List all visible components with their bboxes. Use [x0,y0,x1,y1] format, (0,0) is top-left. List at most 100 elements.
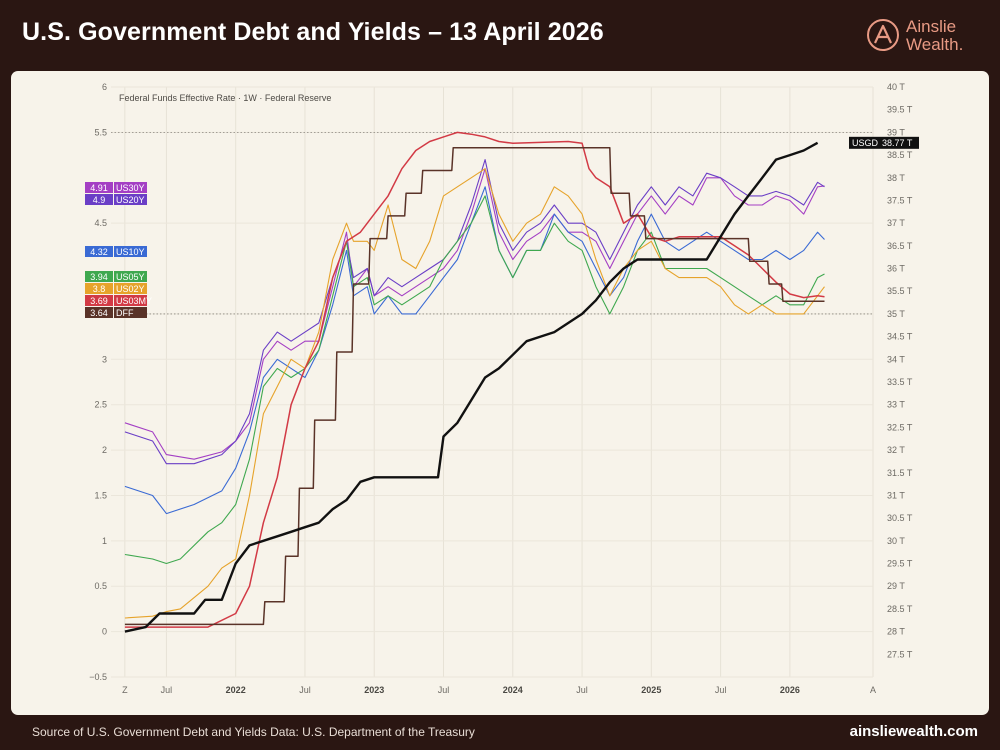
left-axis-tick-2: 0.5 [94,581,107,591]
right-axis-tick-25: 40 T [887,82,905,92]
left-axis-tick-7: 3 [102,354,107,364]
brand-name-line1: Ainslie [906,17,957,36]
x-axis-tick-8: 2025 [641,685,661,695]
data-source-note: Source of U.S. Government Debt and Yield… [32,725,475,739]
left-axis-tick-6: 2.5 [94,400,107,410]
series-value-box [879,136,919,149]
series-label-usgd: USGD 38.77 T [849,136,919,149]
series-label-us03my: 3.69 US03MY [85,295,152,306]
series-name-label: US02Y [116,284,145,294]
x-axis-tick-10: 2026 [780,685,800,695]
x-axis-tick-3: Jul [299,685,311,695]
series-label-us02y: 3.8 US02Y [85,283,147,294]
series-name-label: US30Y [116,183,145,193]
series-line-us02y [124,168,825,619]
brand-logo[interactable]: Ainslie Wealth. [866,16,986,58]
series-label-us30y: 4.91 US30Y [85,182,147,193]
series-value-label: 4.91 [90,183,108,193]
series-name-label: USGD [852,138,879,148]
x-axis-tick-9: Jul [715,685,727,695]
x-axis-tick-2: 2022 [226,685,246,695]
right-axis-tick-19: 37 T [887,218,905,228]
series-name-label: DFF [116,308,134,318]
series-name-label: US20Y [116,195,145,205]
series-name-box [114,283,147,294]
series-label-us10y: 4.32 US10Y [85,246,147,257]
right-axis-tick-2: 28.5 T [887,604,913,614]
right-axis-tick-21: 38 T [887,173,905,183]
right-axis-tick-13: 34 T [887,354,905,364]
series-name-box [114,295,147,306]
x-axis-tick-0: Z [122,685,128,695]
x-axis-tick-11: A [870,685,876,695]
x-axis-tick-7: Jul [576,685,588,695]
right-axis-tick-14: 34.5 T [887,332,913,342]
left-axis-tick-3: 1 [102,536,107,546]
right-axis-tick-0: 27.5 T [887,649,913,659]
left-axis-tick-0: −0.5 [89,672,107,682]
series-value-label: 3.64 [90,308,108,318]
series-name-box [849,136,879,149]
series-name-box [114,307,147,318]
right-axis-tick-15: 35 T [887,309,905,319]
ainslie-a-icon [867,19,899,51]
right-axis-tick-18: 36.5 T [887,241,913,251]
series-name-label: US03MY [116,296,152,306]
right-axis-tick-10: 32.5 T [887,422,913,432]
left-axis-tick-1: 0 [102,627,107,637]
series-label-us20y: 4.9 US20Y [85,194,147,205]
right-axis-tick-6: 30.5 T [887,513,913,523]
right-axis-tick-8: 31.5 T [887,468,913,478]
right-axis-tick-23: 39 T [887,127,905,137]
series-label-us05y: 3.94 US05Y [85,271,147,282]
right-axis-tick-17: 36 T [887,264,905,274]
right-axis-tick-1: 28 T [887,627,905,637]
right-axis-tick-5: 30 T [887,536,905,546]
left-axis-tick-4: 1.5 [94,490,107,500]
series-value-label: 3.69 [90,296,108,306]
series-name-box [114,271,147,282]
right-axis-tick-12: 33.5 T [887,377,913,387]
series-line-usgd [124,141,819,633]
series-value-box [85,283,113,294]
left-axis-tick-9: 4.5 [94,218,107,228]
series-value-box [85,246,113,257]
right-axis-tick-4: 29.5 T [887,559,913,569]
x-axis-tick-6: 2024 [503,685,523,695]
series-value-box [85,295,113,306]
chart-title: Federal Funds Effective Rate · 1W · Fede… [119,93,331,103]
brand-name-line2: Wealth. [906,35,964,54]
series-line-us20y [124,159,825,465]
series-value-label: 4.9 [93,195,106,205]
right-axis-tick-16: 35.5 T [887,286,913,296]
series-name-box [114,194,147,205]
series-value-label: 3.8 [93,284,106,294]
left-axis-tick-10: 5.5 [94,127,107,137]
series-label-dff: 3.64 DFF [85,307,147,318]
right-axis-tick-20: 37.5 T [887,195,913,205]
series-value-box [85,271,113,282]
x-axis-tick-4: 2023 [364,685,384,695]
series-value-label: 3.94 [90,272,108,282]
right-axis-tick-3: 29 T [887,581,905,591]
left-axis-tick-11: 6 [102,82,107,92]
series-line-us30y [124,168,825,460]
right-axis-tick-11: 33 T [887,400,905,410]
series-line-us10y [124,186,825,515]
right-axis-tick-9: 32 T [887,445,905,455]
series-value-box [85,194,113,205]
series-name-label: US05Y [116,272,145,282]
right-axis-tick-24: 39.5 T [887,105,913,115]
series-value-box [85,307,113,318]
left-axis-tick-5: 2 [102,445,107,455]
page-title: U.S. Government Debt and Yields – 13 Apr… [22,18,604,46]
series-line-us03my [124,131,825,628]
series-name-box [114,246,147,257]
website-link[interactable]: ainsliewealth.com [849,723,978,740]
x-axis-tick-5: Jul [438,685,450,695]
series-value-label: 4.32 [90,247,108,257]
series-value-label: 38.77 T [882,138,913,148]
series-name-label: US10Y [116,247,145,257]
